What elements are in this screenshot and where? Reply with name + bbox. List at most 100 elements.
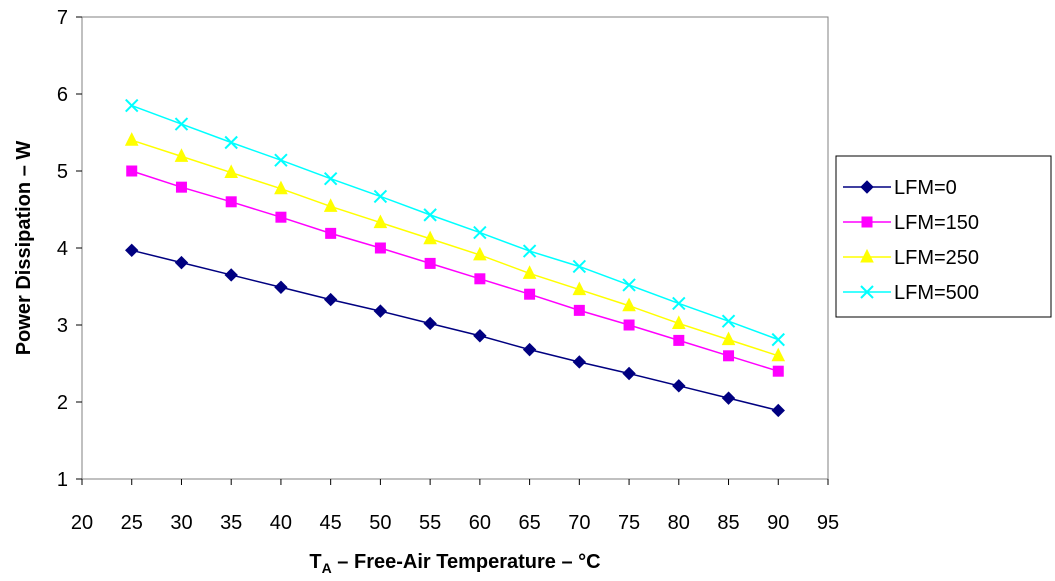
data-point — [474, 273, 486, 285]
data-point — [275, 211, 287, 223]
plot-frame — [81, 16, 829, 480]
legend-box — [835, 155, 1052, 318]
data-point — [721, 391, 736, 405]
data-point — [572, 281, 587, 296]
data-point — [423, 208, 437, 222]
data-point — [373, 304, 388, 318]
data-point — [721, 314, 736, 328]
x-tick-label: 85 — [717, 512, 739, 534]
x-axis-ticks: 20 25 30 35 40 45 50 55 60 65 70 75 80 85 90 95 — [71, 479, 839, 534]
y-axis-title: Power Dissipation – W — [13, 141, 35, 356]
data-point — [224, 164, 239, 179]
x-tick-label: 65 — [518, 512, 540, 534]
x-tick-label: 95 — [817, 512, 839, 534]
data-point — [373, 214, 388, 229]
data-point — [623, 319, 635, 331]
series-lfm-0 — [125, 243, 785, 418]
data-point — [671, 315, 686, 329]
series-lfm-500 — [125, 98, 785, 347]
data-point — [672, 296, 686, 311]
data-point — [174, 117, 189, 131]
legend-item: LFM=150 — [843, 212, 979, 234]
data-point — [325, 227, 337, 239]
data-point — [522, 342, 537, 357]
data-point — [473, 246, 487, 261]
series-line — [131, 249, 779, 412]
legend-label: LFM=0 — [894, 177, 957, 199]
legend-label: LFM=500 — [894, 282, 979, 304]
data-point — [573, 304, 585, 316]
x-tick-label: 70 — [568, 512, 590, 534]
data-point — [771, 332, 785, 347]
data-point — [225, 196, 237, 208]
data-point — [175, 181, 187, 193]
data-point — [125, 243, 139, 258]
data-point — [622, 366, 636, 381]
data-point — [373, 189, 388, 204]
data-point — [174, 255, 189, 270]
legend-item: LFM=0 — [843, 177, 957, 199]
legend-marker — [860, 285, 874, 299]
y-tick-label: 7 — [57, 7, 68, 29]
data-point — [126, 165, 138, 177]
legend-label: LFM=150 — [894, 212, 979, 234]
data-point — [374, 242, 386, 254]
data-point — [423, 230, 437, 245]
x-tick-label: 20 — [71, 512, 93, 534]
data-point — [323, 292, 338, 307]
y-tick-label: 5 — [57, 161, 68, 183]
data-point — [323, 171, 338, 186]
y-tick-label: 6 — [57, 84, 68, 106]
legend-label: LFM=250 — [894, 247, 979, 269]
data-point — [224, 268, 238, 282]
data-point — [125, 98, 139, 113]
legend-item: LFM=250 — [843, 247, 979, 269]
data-point — [572, 355, 587, 369]
data-point — [672, 379, 686, 393]
y-tick-label: 1 — [57, 469, 68, 491]
x-tick-label: 55 — [419, 512, 441, 534]
data-point — [522, 265, 537, 279]
data-point — [572, 259, 587, 274]
legend-marker — [861, 216, 873, 228]
y-tick-label: 2 — [57, 392, 68, 414]
legend-item: LFM=500 — [843, 282, 979, 304]
x-tick-label: 45 — [320, 512, 342, 534]
legend: LFM=0 LFM=150 LFM=250 LFM=500 — [835, 155, 1052, 318]
data-point — [622, 278, 636, 292]
series-group — [124, 98, 786, 418]
x-tick-label: 80 — [668, 512, 690, 534]
data-point — [423, 316, 437, 331]
x-tick-label: 25 — [121, 512, 143, 534]
data-point — [673, 334, 685, 346]
x-tick-label: 30 — [170, 512, 192, 534]
data-point — [424, 257, 436, 269]
data-point — [174, 148, 189, 162]
data-point — [723, 350, 735, 362]
x-tick-label: 75 — [618, 512, 640, 534]
x-tick-label: 40 — [270, 512, 292, 534]
data-point — [124, 132, 139, 146]
x-axis-title: TA – Free-Air Temperature – °C — [309, 551, 600, 576]
data-point — [274, 280, 288, 294]
legend-marker — [860, 248, 874, 263]
data-point — [524, 288, 536, 300]
data-point — [771, 403, 785, 418]
plot-area — [81, 16, 829, 480]
x-tick-label: 90 — [767, 512, 789, 534]
series-line — [131, 170, 779, 372]
data-point — [473, 225, 487, 240]
data-point — [323, 198, 338, 212]
series-line — [131, 104, 779, 341]
data-point — [622, 297, 636, 312]
data-point — [274, 180, 288, 195]
data-point — [522, 244, 537, 258]
legend-marker — [860, 180, 874, 194]
y-axis-ticks: 1 2 3 4 5 6 7 — [57, 7, 82, 491]
data-point — [721, 331, 736, 346]
x-tick-label: 60 — [469, 512, 491, 534]
series-lfm-250 — [124, 132, 786, 362]
data-point — [772, 365, 784, 377]
series-line — [131, 139, 779, 357]
